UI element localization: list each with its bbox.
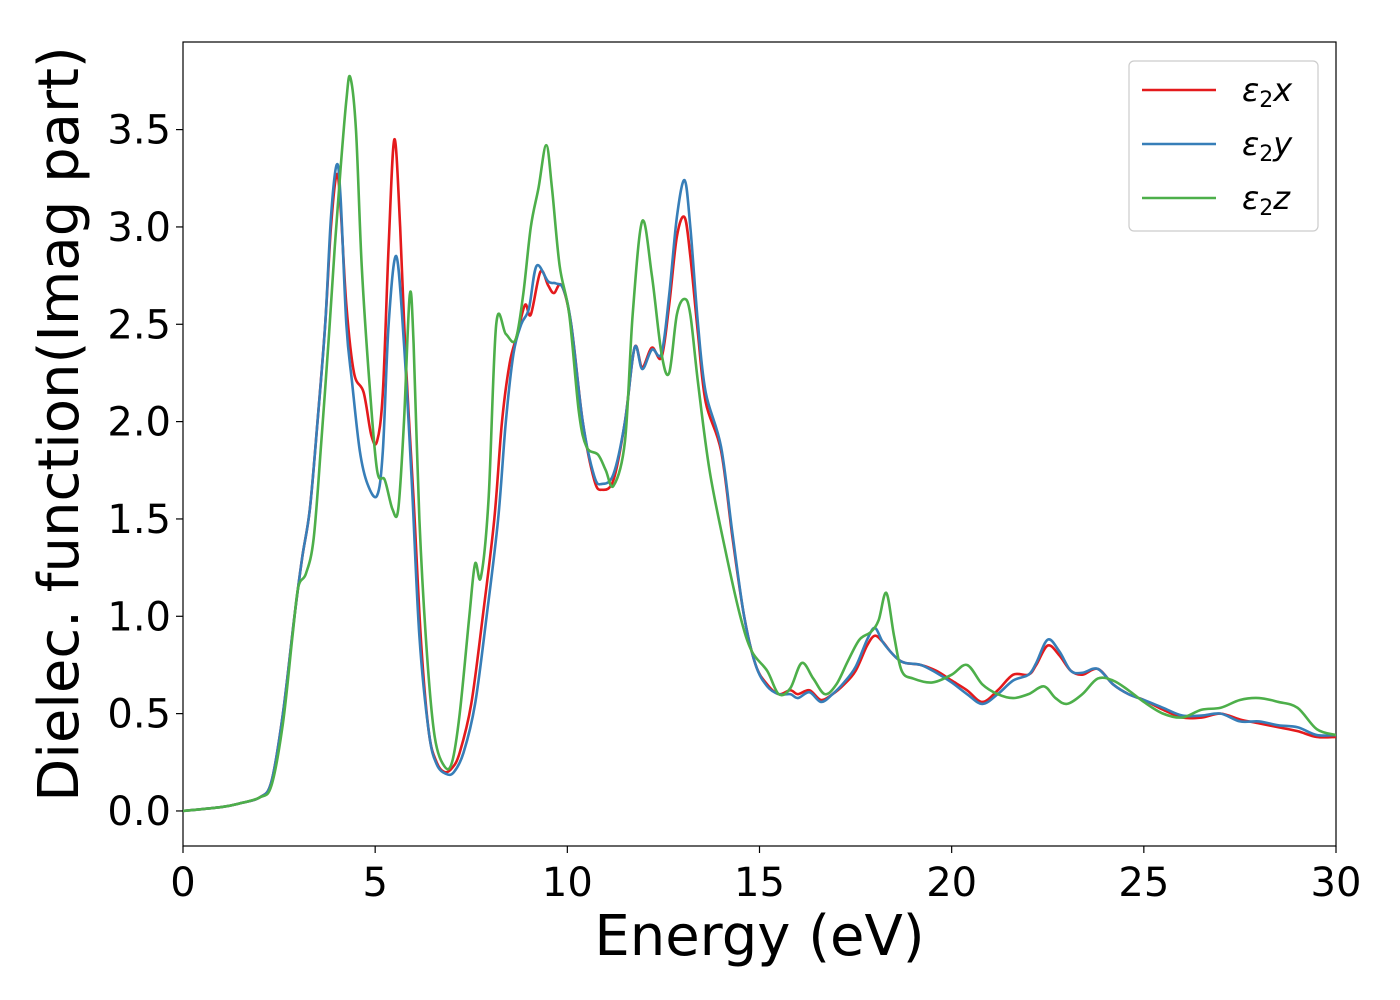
y-tick-label: 2.0	[107, 400, 171, 446]
x-tick-label: 30	[1311, 860, 1362, 906]
legend-entry-x: ε2x	[1142, 71, 1293, 113]
legend-entry-y: ε2y	[1142, 125, 1293, 167]
x-tick-label: 5	[362, 860, 387, 906]
x-tick-label: 10	[542, 860, 593, 906]
legend: ε2x ε2y ε2z	[1128, 60, 1319, 232]
series-layer	[183, 74, 1336, 813]
x-tick-label: 0	[170, 860, 195, 906]
y-tick-label: 1.5	[107, 497, 171, 543]
y-tick-label: 2.5	[107, 302, 171, 348]
y-tick-label: 0.0	[107, 789, 171, 835]
legend-label: ε2x	[1242, 71, 1293, 113]
x-axis-ticks: 0 5 10 15 20 25 30	[170, 846, 1361, 906]
x-tick-label: 20	[926, 860, 977, 906]
legend-items: ε2x ε2y ε2z	[1142, 71, 1293, 221]
x-tick-label: 25	[1118, 860, 1169, 906]
legend-entry-z: ε2z	[1142, 179, 1291, 221]
legend-label: ε2y	[1242, 125, 1293, 167]
y-axis-ticks: 0.0 0.5 1.0 1.5 2.0 2.5 3.0 3.5	[107, 108, 183, 835]
y-axis-title: Dielec. function(Imag part)	[27, 46, 92, 802]
y-tick-label: 1.0	[107, 594, 171, 640]
legend-box	[1128, 60, 1319, 232]
x-tick-label: 15	[734, 860, 785, 906]
x-axis-title: Energy (eV)	[594, 904, 924, 969]
series-line-epsilon2-y	[183, 162, 1336, 813]
series-line-epsilon2-z	[183, 74, 1336, 813]
legend-label: ε2z	[1242, 179, 1291, 221]
y-tick-label: 0.5	[107, 692, 171, 738]
y-tick-label: 3.0	[107, 205, 171, 251]
y-tick-label: 3.5	[107, 108, 171, 154]
